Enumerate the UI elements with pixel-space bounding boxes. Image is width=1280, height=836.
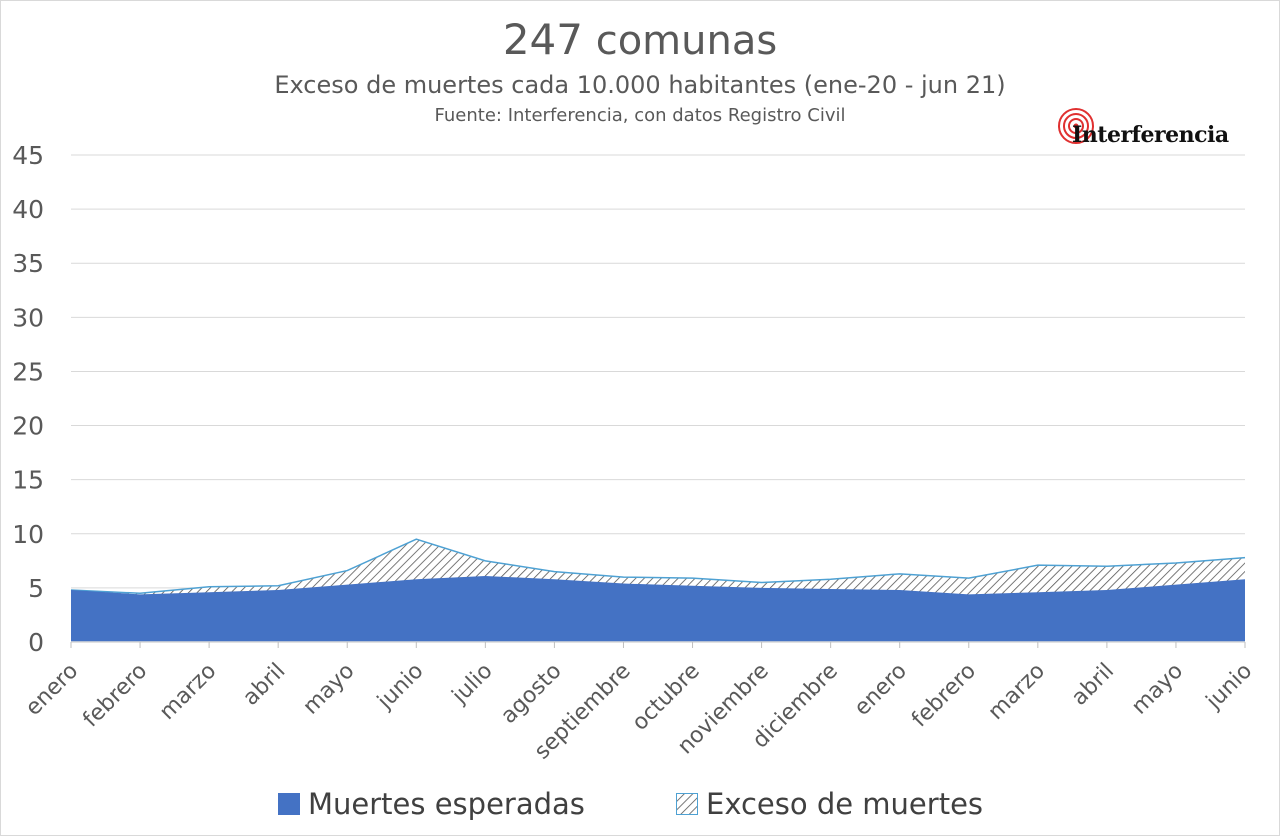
expected-area [71,575,1245,642]
x-tick-label: junio [1201,659,1257,715]
x-tick-label: febrero [907,659,981,733]
x-axis [70,641,1246,648]
title-rest: comunas [582,18,778,64]
title-number: 247 [502,15,583,64]
legend: Muertes esperadas Exceso de muertes [0,784,1280,824]
legend-item-excess: Exceso de muertes [676,784,983,824]
legend-item-expected: Muertes esperadas [278,784,585,824]
x-tick-label: agosto [496,659,566,729]
x-tick-label: marzo [984,659,1050,725]
y-tick-label: 20 [12,412,44,441]
excess-line [70,538,1246,595]
x-tick-label: mayo [298,659,359,720]
logo-text: Interferencia [1072,122,1229,148]
x-tick-label: enero [21,659,83,721]
legend-label-excess: Exceso de muertes [706,787,984,821]
logo-rings-icon [1058,108,1094,144]
y-tick-label: 5 [28,574,44,603]
interferencia-logo: Interferencia [1056,104,1256,152]
chart-subtitle: Exceso de muertes cada 10.000 habitantes… [274,71,1006,99]
plot-areas [70,538,1246,642]
y-axis-ticks: 0 5 10 15 20 25 30 35 40 45 [12,141,44,657]
x-tick-label: enero [850,659,912,721]
legend-swatch-excess [676,793,698,815]
y-tick-label: 25 [12,357,44,386]
legend-swatch-expected [278,793,300,815]
x-tick-label: julio [447,659,498,710]
x-tick-label: febrero [78,659,152,733]
x-tick-label: mayo [1127,659,1188,720]
x-tick-label: abril [238,659,290,711]
y-tick-label: 30 [12,303,44,332]
chart-source: Fuente: Interferencia, con datos Registr… [434,105,846,126]
y-tick-label: 0 [28,628,44,657]
y-tick-label: 15 [12,466,44,495]
x-tick-label: abril [1067,659,1119,711]
y-tick-label: 40 [12,195,44,224]
y-tick-label: 45 [12,141,44,170]
legend-label-expected: Muertes esperadas [308,787,585,821]
x-tick-label: junio [372,659,428,715]
x-tick-label: marzo [155,659,221,725]
gridlines [71,154,1245,589]
chart-title: 247 comunas [0,14,1280,67]
y-tick-label: 10 [12,520,44,549]
y-tick-label: 35 [12,249,44,278]
